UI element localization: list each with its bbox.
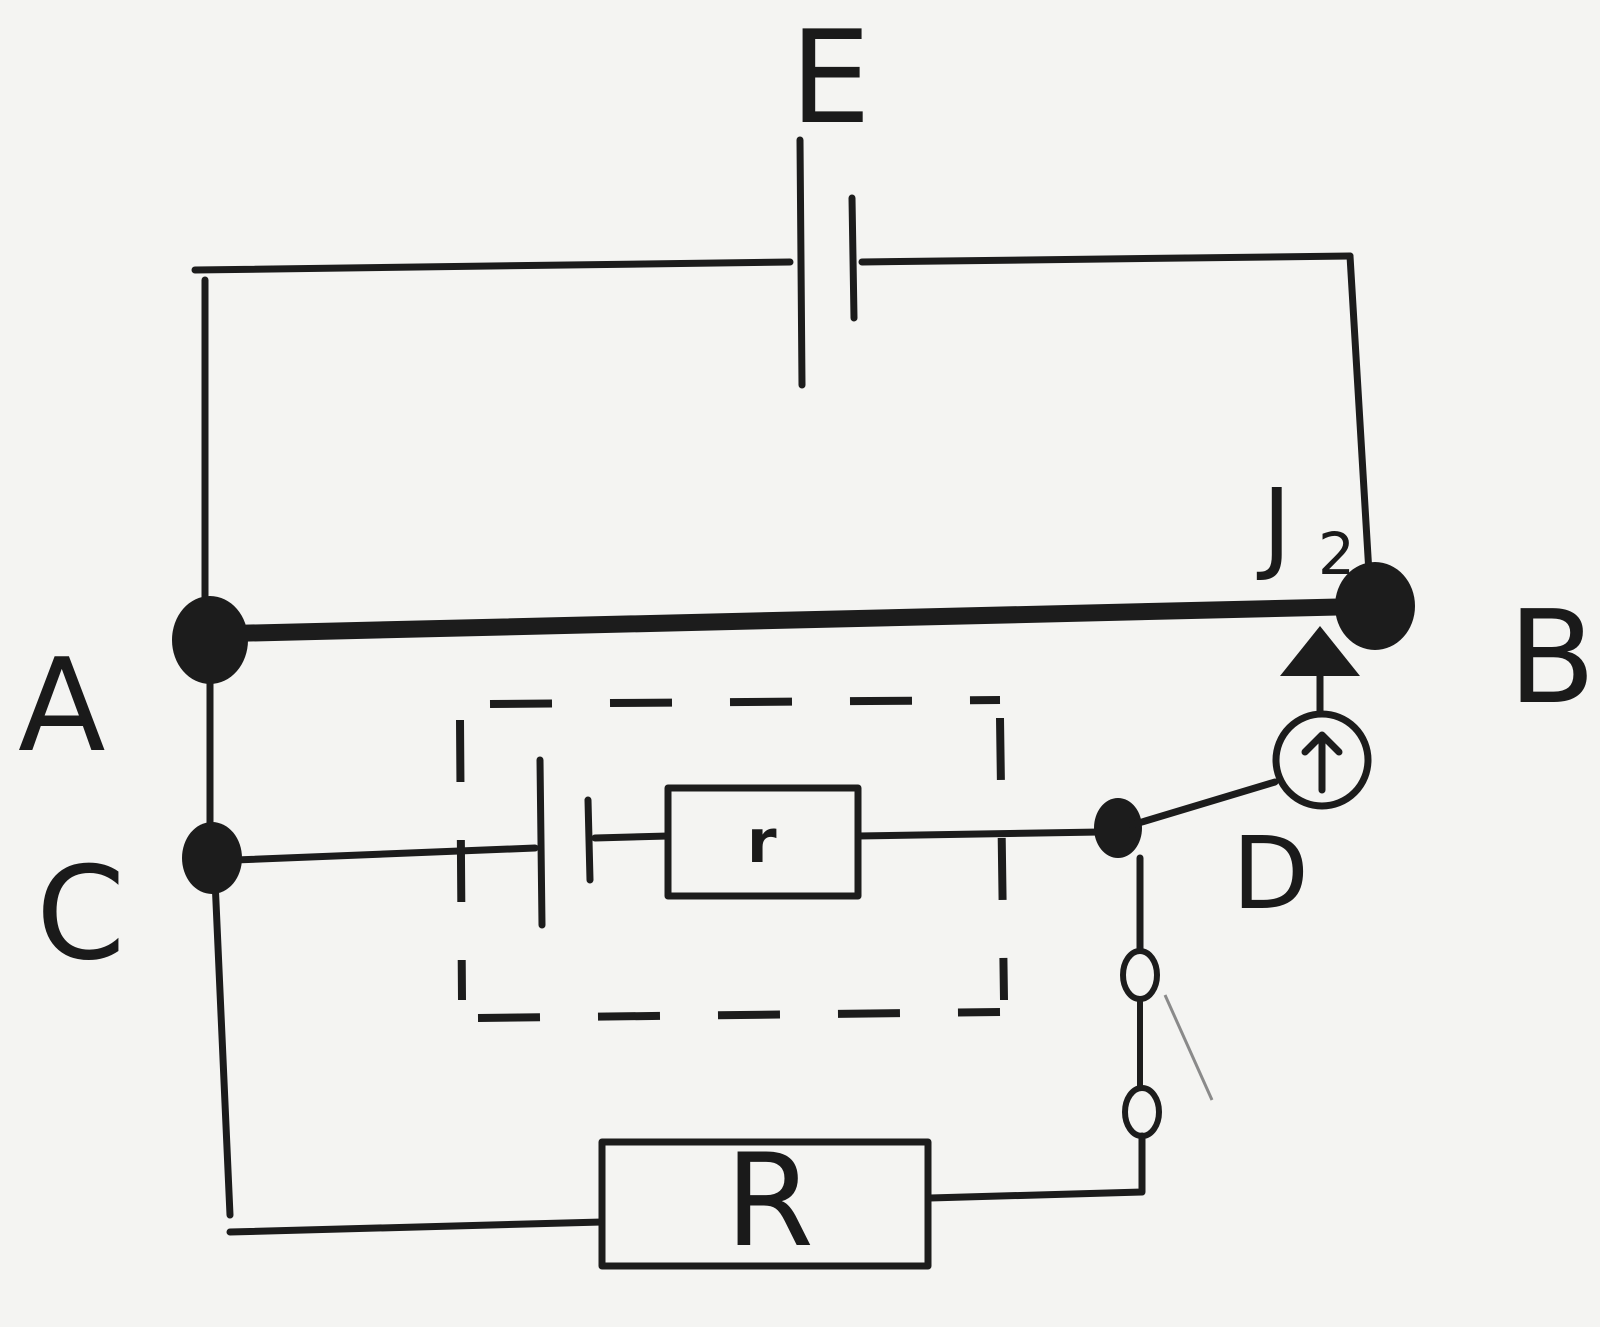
dashed-enclosure <box>456 696 1008 1022</box>
external-resistor-box <box>598 1138 932 1270</box>
driver-cell-icon <box>796 136 858 389</box>
external-resistor-branch <box>226 854 1214 1270</box>
node-d <box>1094 798 1142 858</box>
label-b: B <box>1508 584 1596 733</box>
potentiometer-wire <box>172 562 1415 684</box>
wire-switch-to-r <box>926 1132 1146 1202</box>
driver-circuit <box>191 136 1374 629</box>
label-jockey: J <box>1256 467 1292 584</box>
wire-r-to-c <box>226 1218 606 1236</box>
terminal-a <box>172 596 248 684</box>
jockey-arrow-icon <box>1280 626 1360 676</box>
terminal-b <box>1335 562 1415 650</box>
test-cell-icon <box>536 756 594 929</box>
node-c <box>182 822 242 894</box>
wire-d-to-galvanometer <box>1128 778 1279 829</box>
galvanometer-branch <box>1128 626 1372 829</box>
right-wire <box>1346 252 1374 594</box>
internal-resistor-box <box>664 784 862 900</box>
wire-c-to-cell <box>231 844 539 864</box>
label-internal-resistor: r <box>747 807 777 877</box>
wire-cell-to-r <box>591 832 672 842</box>
top-wire-right <box>858 252 1354 266</box>
label-c: C <box>36 840 125 989</box>
switch-lever <box>1163 994 1214 1101</box>
test-cell-branch <box>231 756 1142 929</box>
wire-r-to-d <box>854 828 1104 840</box>
label-external-resistor: R <box>725 1127 814 1276</box>
top-wire-left <box>191 258 794 274</box>
label-a: A <box>18 632 106 781</box>
label-emf: E <box>790 4 871 153</box>
wire-c-down <box>211 876 234 1219</box>
label-jockey-subscript: 2 <box>1318 520 1355 588</box>
label-d: D <box>1232 815 1309 932</box>
